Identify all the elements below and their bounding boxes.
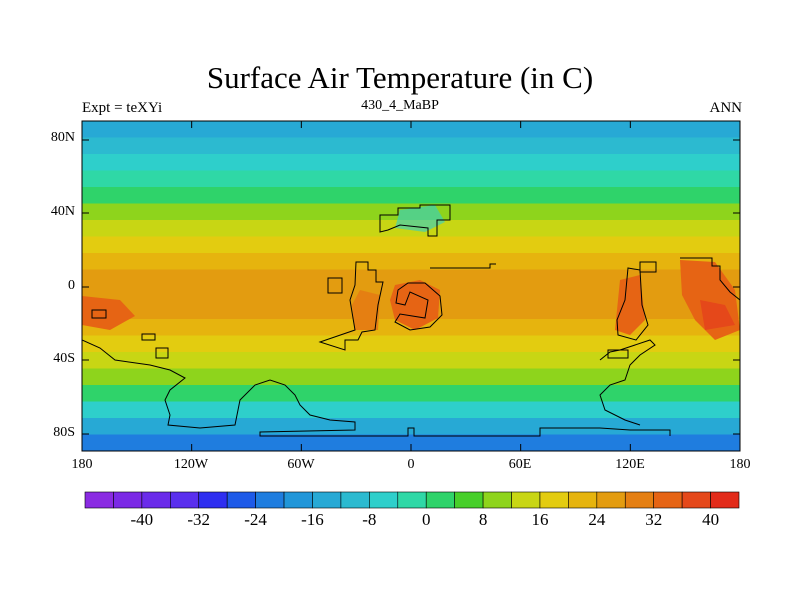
colorbar-label: 40 xyxy=(702,510,720,529)
colorbar-box xyxy=(340,491,370,509)
eastern-island-outline xyxy=(616,267,649,341)
colorbar-box xyxy=(113,491,143,509)
temperature-band xyxy=(82,253,740,271)
colorbar-box xyxy=(226,491,256,509)
colorbar-box xyxy=(283,491,313,509)
lon-label-180e: 180 xyxy=(729,457,751,472)
temperature-band xyxy=(82,236,740,254)
colorbar-label: 32 xyxy=(645,510,663,529)
hotspots xyxy=(82,205,740,340)
east-islet-2-outline xyxy=(639,261,657,273)
lat-label-40s: 40S xyxy=(53,351,75,366)
colorbar-box xyxy=(710,491,740,509)
colorbar-box xyxy=(539,491,569,509)
colorbar-label: -32 xyxy=(187,510,211,529)
temperature-field xyxy=(82,121,740,451)
temperature-band xyxy=(82,352,740,370)
northern-continent-outline xyxy=(379,204,451,237)
colorbar-box xyxy=(596,491,626,509)
colorbar-box xyxy=(255,491,285,509)
colorbar-label: -16 xyxy=(301,510,324,529)
small-island-outline xyxy=(327,277,343,294)
lon-label-60w: 60W xyxy=(287,457,315,472)
far-east-continent-outline xyxy=(680,257,740,301)
spiral-continent-outline xyxy=(394,282,443,331)
temperature-band xyxy=(82,154,740,172)
colorbar-label: 8 xyxy=(478,510,488,529)
lat-label-80n: 80N xyxy=(50,130,75,145)
colorbar-box xyxy=(454,491,484,509)
temperature-band xyxy=(82,385,740,403)
lon-label-120w: 120W xyxy=(173,457,209,472)
season-label: ANN xyxy=(709,100,743,116)
temperature-band xyxy=(82,137,740,155)
period-label: 430_4_MaBP xyxy=(361,98,439,113)
colorbar-box xyxy=(141,491,171,509)
colorbar-label: -8 xyxy=(362,510,377,529)
colorbar-box xyxy=(397,491,427,509)
colorbar-label: -24 xyxy=(244,510,267,529)
temperature-band xyxy=(82,401,740,419)
colorbar-box xyxy=(482,491,512,509)
temperature-band xyxy=(82,368,740,386)
west-islet-2-outline xyxy=(141,333,156,341)
axis-ticks xyxy=(81,121,741,451)
colorbar-box xyxy=(84,491,114,509)
colorbar-box xyxy=(312,491,342,509)
lat-label-40n: 40N xyxy=(50,204,75,219)
coastlines xyxy=(82,204,740,437)
lon-label-120e: 120E xyxy=(615,457,645,472)
temperature-band xyxy=(82,269,740,287)
central-continent-outline xyxy=(318,261,384,351)
temperature-band xyxy=(82,335,740,353)
lon-label-180w: 180 xyxy=(71,457,93,472)
colorbar-box xyxy=(198,491,228,509)
east-islet-outline xyxy=(607,349,629,359)
temperature-band xyxy=(82,187,740,205)
southern-continent-outline xyxy=(82,339,671,437)
colorbar-box xyxy=(369,491,399,509)
colorbar-label: -40 xyxy=(130,510,154,529)
lon-label-0: 0 xyxy=(407,457,415,472)
colorbar-label: 16 xyxy=(531,510,549,529)
colorbar-box xyxy=(681,491,711,509)
plot-title: Surface Air Temperature (in C) xyxy=(206,60,594,95)
colorbar-box xyxy=(624,491,654,509)
lat-label-0: 0 xyxy=(68,278,75,293)
experiment-label: Expt = teXYi xyxy=(82,100,163,116)
temperature-band xyxy=(82,434,740,451)
lat-label-80s: 80S xyxy=(53,425,75,440)
temperature-band xyxy=(82,121,740,139)
colorbar-box xyxy=(511,491,541,509)
west-islet-outline xyxy=(91,309,107,319)
colorbar-label: 0 xyxy=(421,510,431,529)
colorbar-box xyxy=(170,491,200,509)
temperature-band xyxy=(82,170,740,188)
colorbar-box xyxy=(425,491,455,509)
colorbar-label: 24 xyxy=(588,510,606,529)
equatorial-arc-outline xyxy=(430,263,496,269)
west-islet-3-outline xyxy=(155,347,169,359)
temperature-band xyxy=(82,418,740,436)
colorbar-box xyxy=(653,491,683,509)
colorbar-box xyxy=(568,491,598,509)
lon-label-60e: 60E xyxy=(508,457,532,472)
